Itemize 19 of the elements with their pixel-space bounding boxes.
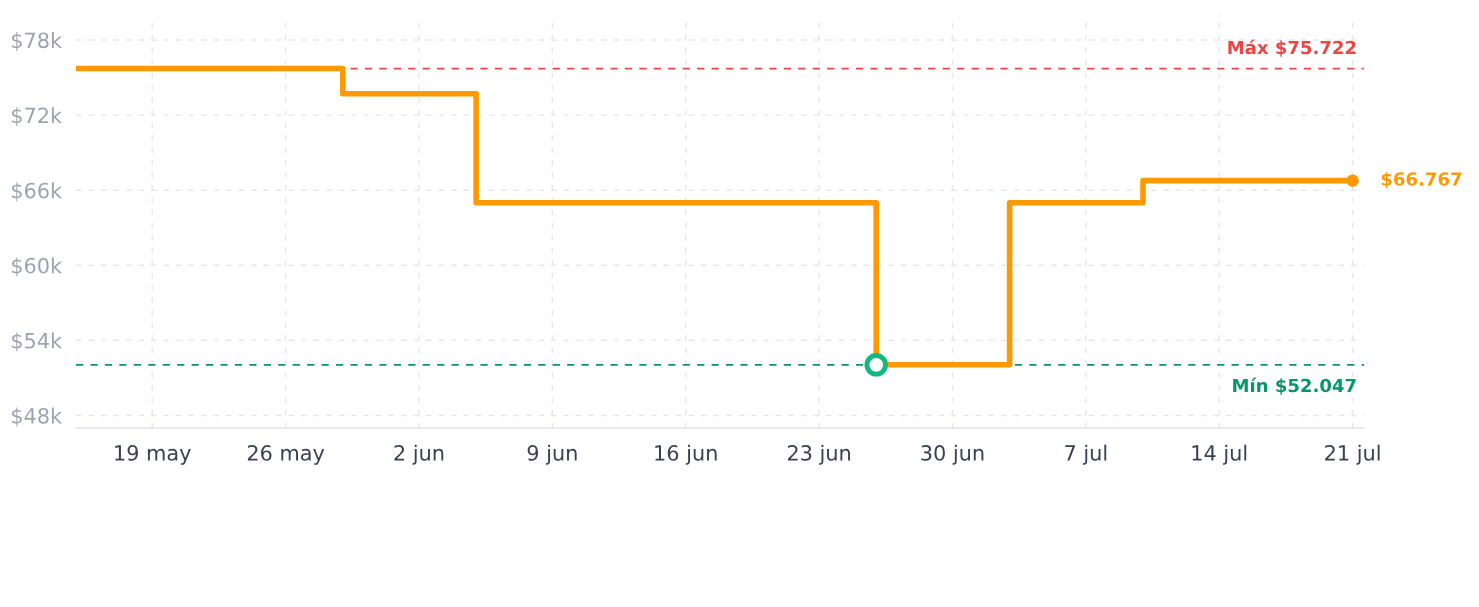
x-tick-label: 21 jul bbox=[1325, 444, 1380, 465]
x-tick-label: 23 jun bbox=[787, 444, 850, 465]
x-tick-label: 2 jun bbox=[394, 444, 444, 465]
y-tick-label: $66k bbox=[12, 182, 63, 202]
annotation: $66.767 bbox=[1381, 171, 1462, 189]
y-tick-label: $48k bbox=[12, 407, 63, 427]
ref-line-label: Mín $52.047 bbox=[1233, 377, 1356, 395]
x-tick-label: 7 jul bbox=[1065, 444, 1107, 465]
x-tick-label: 19 may bbox=[115, 445, 191, 465]
y-tick-label: $54k bbox=[12, 332, 63, 352]
y-tick-label: $60k bbox=[12, 257, 63, 277]
ref-line-label: Máx $75.722 bbox=[1228, 39, 1356, 57]
y-tick-label: $78k bbox=[12, 32, 63, 52]
x-tick-label: 14 jul bbox=[1192, 444, 1247, 465]
y-tick-label: $72k bbox=[12, 107, 63, 127]
x-tick-label: 16 jun bbox=[655, 444, 717, 465]
x-tick-label: 30 jun bbox=[921, 444, 984, 465]
x-tick-label: 9 jun bbox=[527, 444, 577, 465]
x-tick-label: 26 may bbox=[247, 445, 325, 465]
